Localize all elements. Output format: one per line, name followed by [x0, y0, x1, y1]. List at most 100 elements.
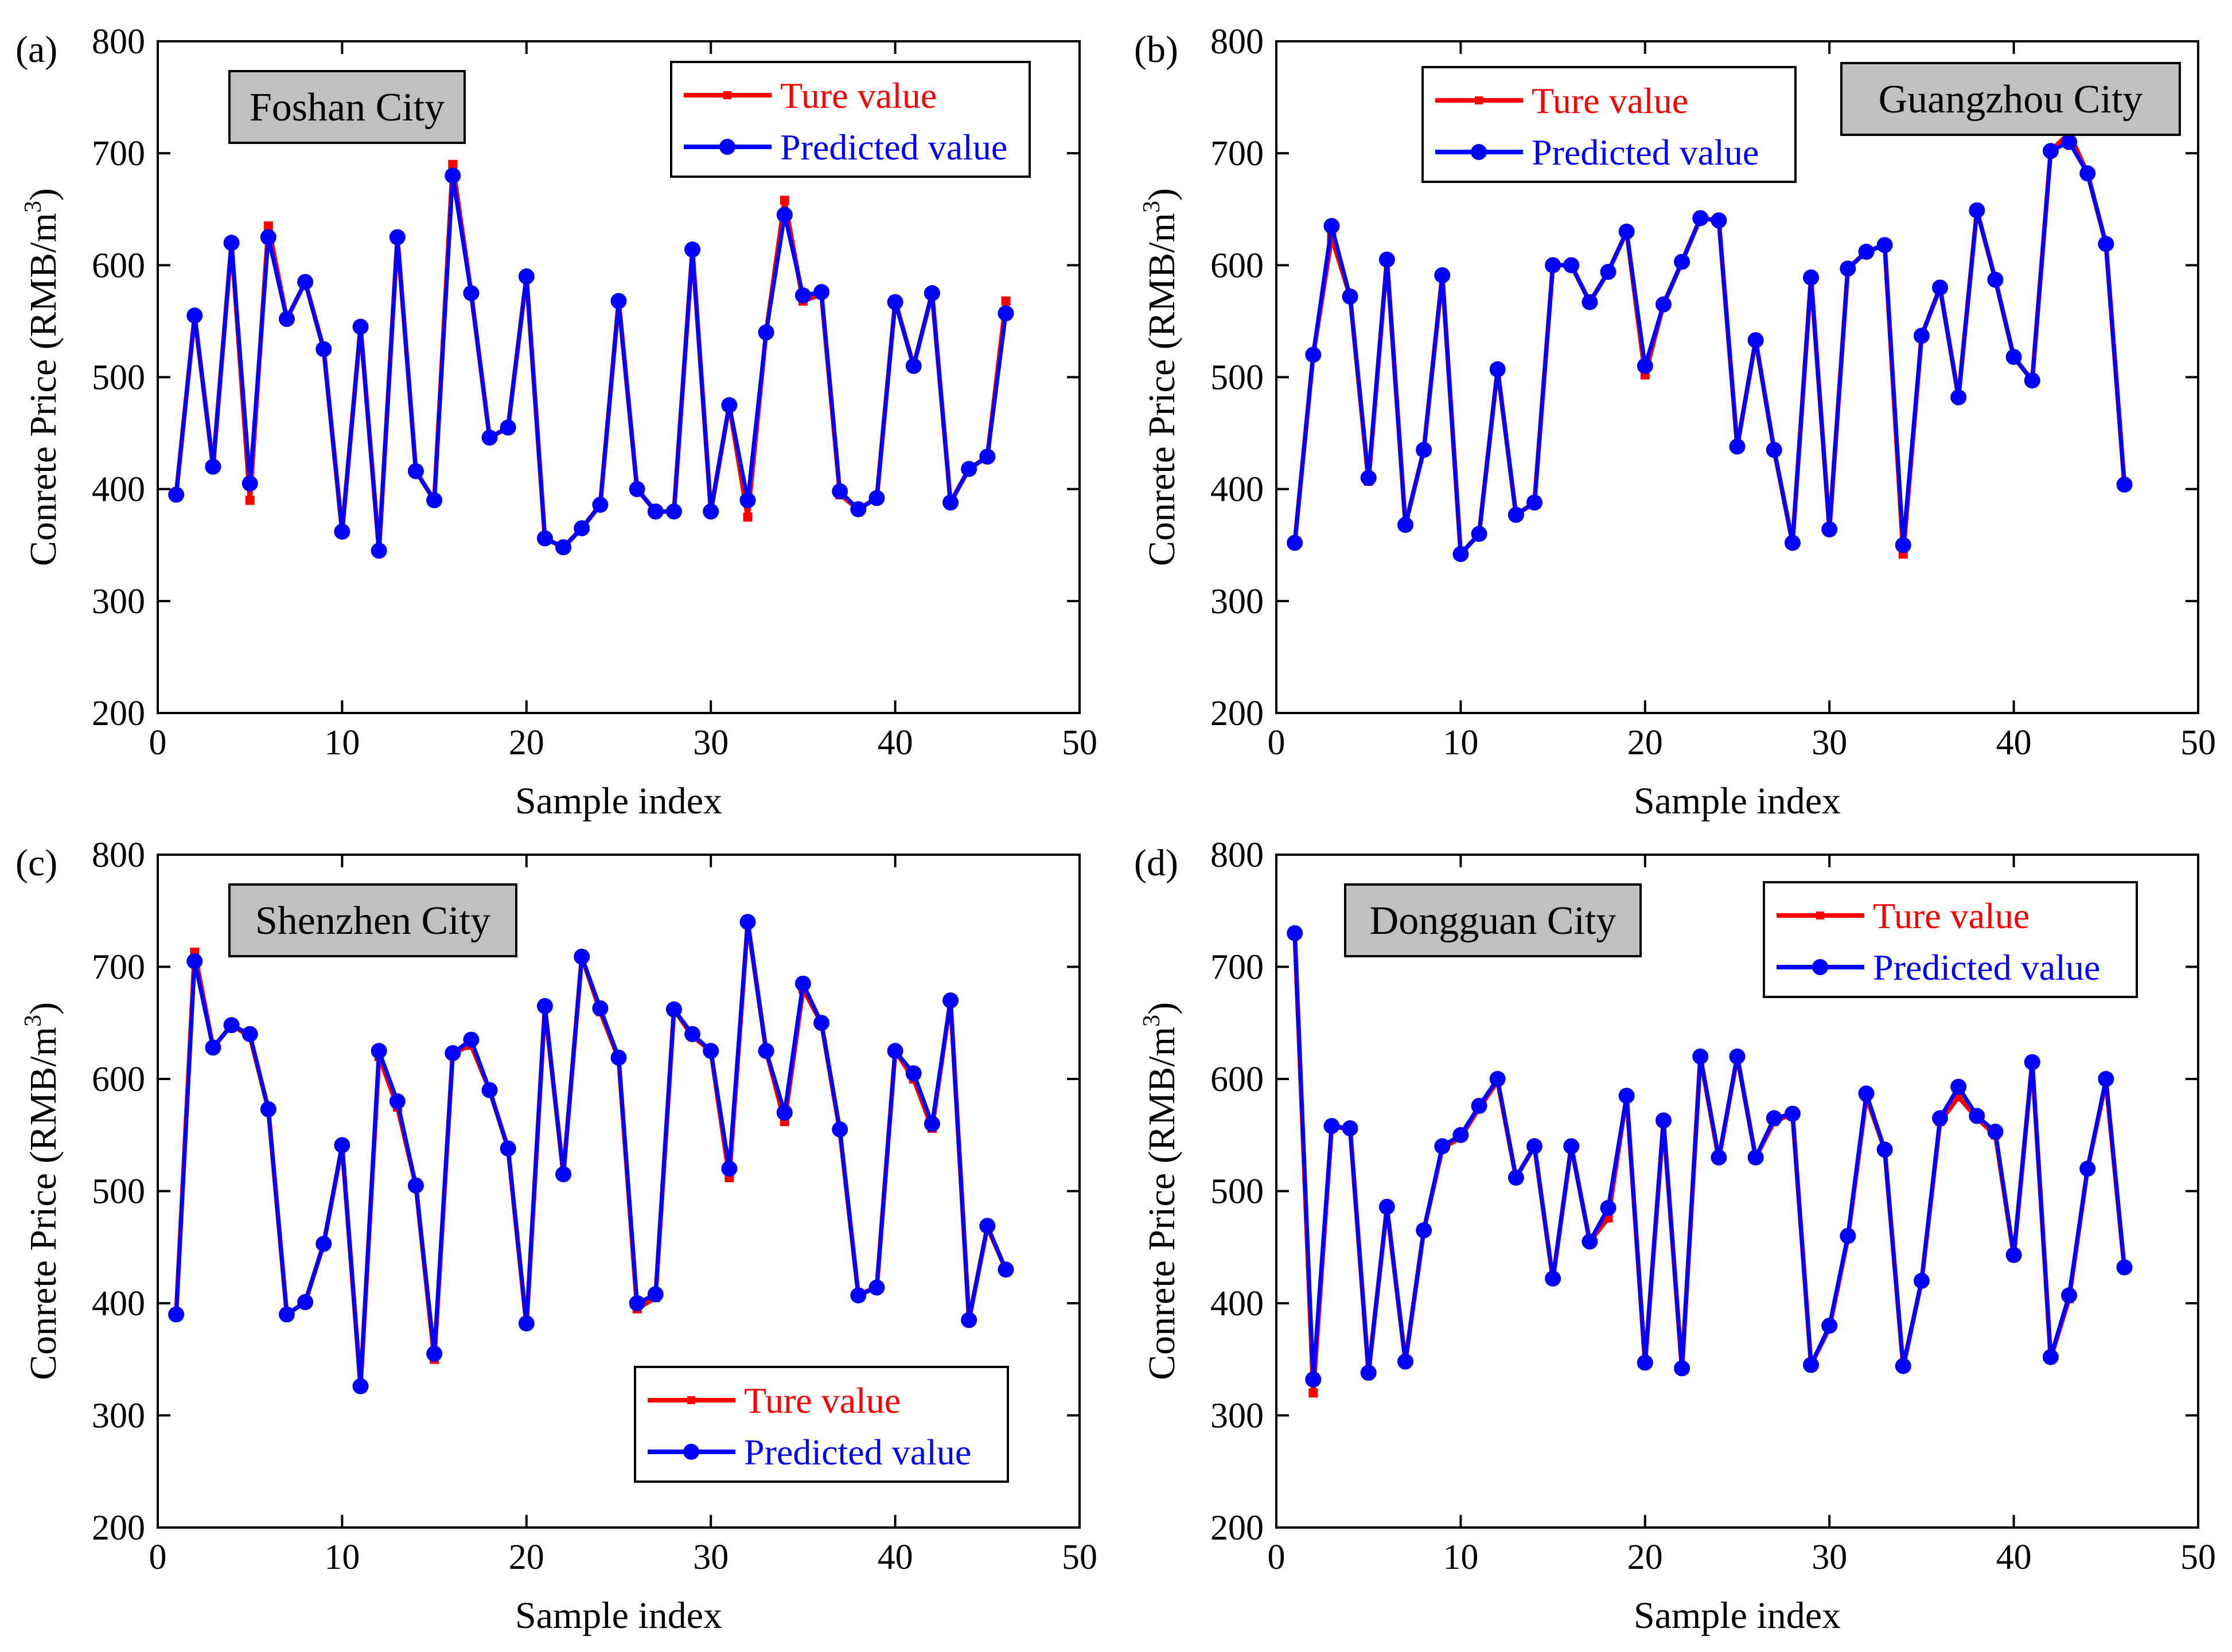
legend-marker [723, 91, 731, 99]
predicted-value-point [721, 1160, 738, 1177]
legend-label: Predicted value [780, 127, 1007, 167]
predicted-value-point [2116, 1259, 2133, 1276]
y-tick-label: 800 [1210, 836, 1264, 875]
x-tick-label: 10 [324, 723, 360, 762]
predicted-value-point [684, 241, 701, 258]
predicted-value-point [832, 483, 848, 500]
y-axis-title: Conrete Price (RMB/m3) [20, 188, 64, 566]
x-tick-label: 40 [878, 723, 913, 762]
legend-label: Predicted value [1873, 947, 2100, 988]
x-tick-label: 40 [1996, 723, 2032, 762]
predicted-value-point [1287, 925, 1303, 941]
predicted-value-point [592, 496, 609, 513]
predicted-value-point [2098, 1071, 2114, 1087]
x-tick-label: 10 [324, 1538, 360, 1577]
predicted-value-point [536, 998, 553, 1014]
predicted-value-point [905, 1065, 922, 1082]
predicted-value-point [1378, 251, 1395, 268]
y-tick-label: 700 [92, 948, 145, 987]
predicted-value-point [574, 520, 590, 536]
legend-label: Predicted value [1532, 132, 1759, 173]
predicted-value-point [555, 1166, 572, 1183]
predicted-value-point [813, 1015, 830, 1031]
predicted-value-point [1784, 1105, 1801, 1122]
predicted-value-point [1526, 494, 1542, 511]
predicted-value-point [1932, 279, 1949, 296]
predicted-value-point [518, 1315, 535, 1332]
predicted-value-point [1803, 1357, 1820, 1373]
legend-marker [1812, 959, 1828, 975]
predicted-value-point [794, 975, 811, 992]
predicted-value-point [868, 1279, 885, 1296]
legend-marker [683, 1444, 699, 1460]
predicted-value-point [1508, 506, 1524, 523]
predicted-value-point [2024, 1054, 2040, 1070]
x-tick-label: 20 [509, 723, 544, 762]
predicted-value-point [979, 1218, 996, 1234]
predicted-value-point [389, 229, 406, 246]
y-tick-label: 800 [1210, 22, 1264, 61]
predicted-value-point [961, 1312, 977, 1328]
predicted-value-point [1582, 294, 1598, 310]
predicted-value-point [1876, 1141, 1893, 1158]
predicted-value-point [1858, 1085, 1875, 1102]
predicted-value-point [223, 235, 240, 251]
y-tick-label: 800 [92, 22, 145, 61]
x-tick-label: 50 [1062, 723, 1097, 762]
predicted-value-point [1416, 442, 1432, 458]
predicted-value-point [758, 324, 774, 341]
predicted-value-point [2005, 349, 2022, 365]
predicted-value-point [961, 461, 977, 477]
true-value-point [1001, 296, 1011, 306]
predicted-value-point [260, 1101, 276, 1117]
predicted-value-point [1821, 1318, 1838, 1334]
predicted-value-point [1452, 546, 1469, 562]
y-tick-label: 400 [1210, 1284, 1264, 1323]
predicted-value-point [1342, 1120, 1358, 1137]
predicted-value-point [1655, 296, 1672, 313]
predicted-value-point [850, 1287, 867, 1304]
x-tick-label: 30 [1812, 1538, 1847, 1577]
y-tick-label: 400 [92, 1284, 145, 1323]
predicted-value-point [1416, 1222, 1432, 1238]
predicted-value-point [536, 530, 553, 547]
true-value-point [245, 496, 255, 505]
predicted-value-point [684, 1026, 701, 1042]
predicted-value-point [1858, 243, 1875, 260]
city-label: Shenzhen City [255, 899, 490, 943]
true-value-point [780, 196, 789, 205]
series-line-predicted [174, 919, 1008, 1389]
predicted-value-point [205, 1039, 221, 1056]
predicted-value-point [1545, 257, 1561, 274]
predicted-value-point [1876, 237, 1893, 254]
predicted-value-point [1360, 1365, 1377, 1381]
y-tick-label: 500 [1210, 359, 1264, 398]
predicted-value-point [445, 1045, 461, 1062]
predicted-value-point [610, 293, 627, 309]
y-tick-label: 200 [1210, 694, 1264, 733]
predicted-value-point [1674, 254, 1690, 270]
predicted-value-point [389, 1093, 406, 1110]
predicted-value-point [1600, 1199, 1616, 1216]
y-tick-label: 500 [92, 359, 145, 398]
predicted-value-point [186, 307, 203, 324]
true-value-point [743, 512, 753, 522]
chart-panel-2: 0 10 20 30 40 50 200 300 400 500 600 700 800 (b) Sampl… [1134, 22, 2216, 822]
predicted-value-point [2079, 165, 2096, 182]
predicted-value-point [352, 318, 369, 335]
x-tick-label: 20 [509, 1538, 544, 1577]
legend-box [1763, 881, 2138, 998]
predicted-value-point [1618, 223, 1635, 240]
predicted-value-point [481, 429, 498, 446]
panel-label: (a) [15, 29, 57, 71]
predicted-value-point [500, 419, 516, 436]
x-tick-label: 30 [693, 723, 729, 762]
predicted-value-point [1637, 357, 1653, 374]
predicted-value-point [518, 268, 535, 285]
panel-label: (b) [1134, 29, 1178, 71]
predicted-value-point [1582, 1233, 1598, 1250]
y-tick-label: 200 [1210, 1509, 1264, 1548]
predicted-value-point [1766, 442, 1782, 458]
city-label-box [1344, 883, 1642, 957]
predicted-value-point [1747, 332, 1764, 349]
